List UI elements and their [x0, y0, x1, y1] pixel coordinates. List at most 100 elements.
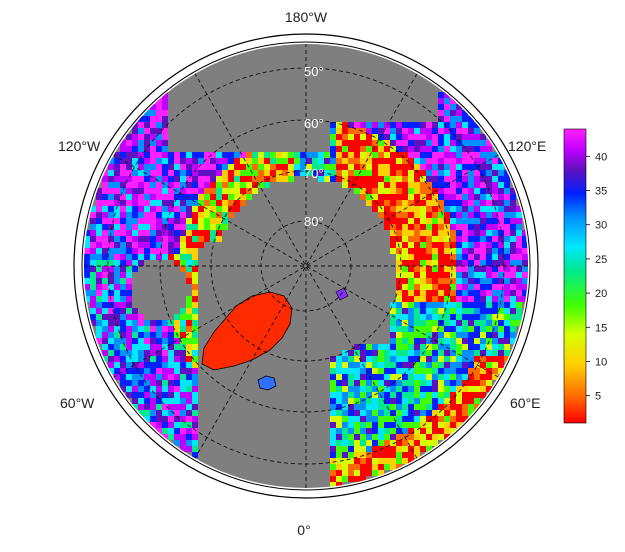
data-cell — [222, 194, 228, 200]
data-cell — [192, 296, 198, 302]
data-cell — [234, 188, 240, 194]
data-cell — [120, 206, 126, 212]
data-cell — [468, 356, 474, 362]
data-cell — [192, 164, 198, 170]
data-cell — [174, 368, 180, 374]
data-cell — [114, 314, 120, 320]
data-cell — [120, 188, 126, 194]
data-cell — [132, 212, 138, 218]
data-cell — [426, 374, 432, 380]
data-cell — [396, 386, 402, 392]
data-cell — [150, 344, 156, 350]
data-cell — [504, 326, 510, 332]
data-cell — [408, 422, 414, 428]
data-cell — [174, 350, 180, 356]
data-cell — [480, 314, 486, 320]
data-cell — [486, 164, 492, 170]
data-cell — [510, 314, 516, 320]
data-cell — [198, 236, 204, 242]
data-cell — [498, 230, 504, 236]
data-cell — [414, 242, 420, 248]
data-cell — [120, 194, 126, 200]
data-cell — [462, 110, 468, 116]
data-cell — [330, 170, 336, 176]
data-cell — [126, 242, 132, 248]
data-cell — [192, 188, 198, 194]
data-cell — [414, 224, 420, 230]
data-cell — [408, 356, 414, 362]
data-cell — [138, 248, 144, 254]
data-cell — [414, 332, 420, 338]
data-cell — [390, 242, 396, 248]
data-cell — [354, 362, 360, 368]
data-cell — [426, 434, 432, 440]
data-cell — [498, 356, 504, 362]
data-cell — [474, 326, 480, 332]
data-cell — [180, 422, 186, 428]
data-cell — [114, 248, 120, 254]
data-cell — [144, 236, 150, 242]
data-cell — [408, 182, 414, 188]
data-cell — [138, 134, 144, 140]
data-cell — [234, 158, 240, 164]
data-cell — [108, 362, 114, 368]
data-cell — [336, 128, 342, 134]
data-cell — [510, 242, 516, 248]
data-cell — [486, 206, 492, 212]
data-cell — [360, 464, 366, 470]
data-cell — [354, 470, 360, 476]
data-cell — [492, 362, 498, 368]
data-cell — [486, 302, 492, 308]
data-cell — [258, 170, 264, 176]
data-cell — [426, 296, 432, 302]
data-cell — [378, 470, 384, 476]
data-cell — [318, 164, 324, 170]
data-cell — [456, 272, 462, 278]
data-cell — [102, 242, 108, 248]
data-cell — [456, 284, 462, 290]
data-cell — [468, 170, 474, 176]
data-cell — [186, 260, 192, 266]
data-cell — [132, 320, 138, 326]
data-cell — [432, 422, 438, 428]
data-cell — [444, 392, 450, 398]
data-cell — [114, 302, 120, 308]
data-cell — [414, 374, 420, 380]
data-cell — [360, 470, 366, 476]
data-cell — [168, 320, 174, 326]
data-cell — [210, 200, 216, 206]
data-cell — [456, 266, 462, 272]
data-cell — [210, 176, 216, 182]
data-cell — [126, 248, 132, 254]
data-cell — [348, 392, 354, 398]
data-cell — [462, 158, 468, 164]
data-cell — [138, 224, 144, 230]
data-cell — [504, 212, 510, 218]
data-cell — [378, 176, 384, 182]
data-cell — [90, 218, 96, 224]
data-cell — [432, 248, 438, 254]
data-cell — [414, 452, 420, 458]
data-cell — [456, 386, 462, 392]
data-cell — [384, 344, 390, 350]
data-cell — [390, 344, 396, 350]
data-cell — [480, 200, 486, 206]
data-cell — [378, 350, 384, 356]
colorbar-tick-label: 40 — [595, 151, 607, 163]
data-cell — [474, 188, 480, 194]
data-cell — [354, 386, 360, 392]
data-cell — [144, 212, 150, 218]
data-cell — [198, 218, 204, 224]
data-cell — [396, 296, 402, 302]
data-cell — [474, 344, 480, 350]
data-cell — [408, 296, 414, 302]
data-cell — [372, 146, 378, 152]
data-cell — [486, 350, 492, 356]
data-cell — [480, 386, 486, 392]
data-cell — [408, 404, 414, 410]
data-cell — [342, 410, 348, 416]
data-cell — [486, 374, 492, 380]
data-cell — [378, 152, 384, 158]
data-cell — [492, 302, 498, 308]
data-cell — [354, 464, 360, 470]
